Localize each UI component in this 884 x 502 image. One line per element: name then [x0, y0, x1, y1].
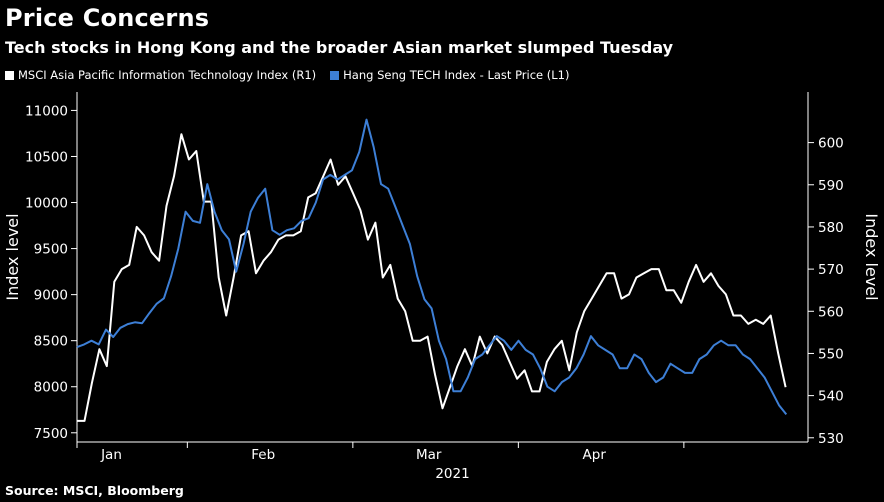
right-tick-label: 570 [818, 262, 844, 278]
x-tick-label: Mar [416, 447, 442, 463]
left-tick-label: 7500 [34, 426, 68, 442]
legend-label-msci: MSCI Asia Pacific Information Technology… [18, 68, 317, 82]
left-tick-label: 9500 [34, 242, 68, 258]
legend-label-hang-seng: Hang Seng TECH Index - Last Price (L1) [343, 68, 570, 82]
left-tick-label: 8500 [34, 334, 68, 350]
x-tick-label: Jan [100, 447, 122, 463]
hang-seng-series-line [76, 118, 788, 416]
left-tick-label: 10000 [25, 196, 68, 212]
right-tick-label: 560 [818, 304, 844, 320]
left-tick-label: 8000 [34, 380, 68, 396]
x-axis-label: 2021 [435, 466, 469, 482]
source-note: Source: MSCI, Bloomberg [5, 483, 184, 498]
x-tick-label: Apr [583, 447, 607, 463]
right-tick-label: 530 [818, 431, 844, 447]
right-tick-label: 540 [818, 389, 844, 405]
right-tick-label: 600 [818, 136, 844, 152]
msci-series-line [77, 133, 787, 422]
legend-swatch-hang-seng [330, 70, 340, 80]
right-axis-title: Index level [862, 213, 881, 300]
legend-item-hang-seng: Hang Seng TECH Index - Last Price (L1) [330, 68, 569, 82]
chart-title: Price Concerns [5, 4, 210, 32]
right-tick-label: 550 [818, 346, 844, 362]
x-tick-label: Feb [251, 447, 275, 463]
left-tick-label: 11000 [25, 103, 68, 119]
right-tick-label: 580 [818, 220, 844, 236]
left-tick-label: 9000 [34, 288, 68, 304]
right-tick-label: 590 [818, 178, 844, 194]
legend: MSCI Asia Pacific Information Technology… [5, 68, 569, 82]
left-tick-label: 10500 [25, 149, 68, 165]
chart-subtitle: Tech stocks in Hong Kong and the broader… [5, 38, 674, 57]
left-axis-title: Index level [3, 213, 22, 300]
legend-swatch-msci [5, 70, 14, 80]
legend-item-msci: MSCI Asia Pacific Information Technology… [5, 68, 316, 82]
